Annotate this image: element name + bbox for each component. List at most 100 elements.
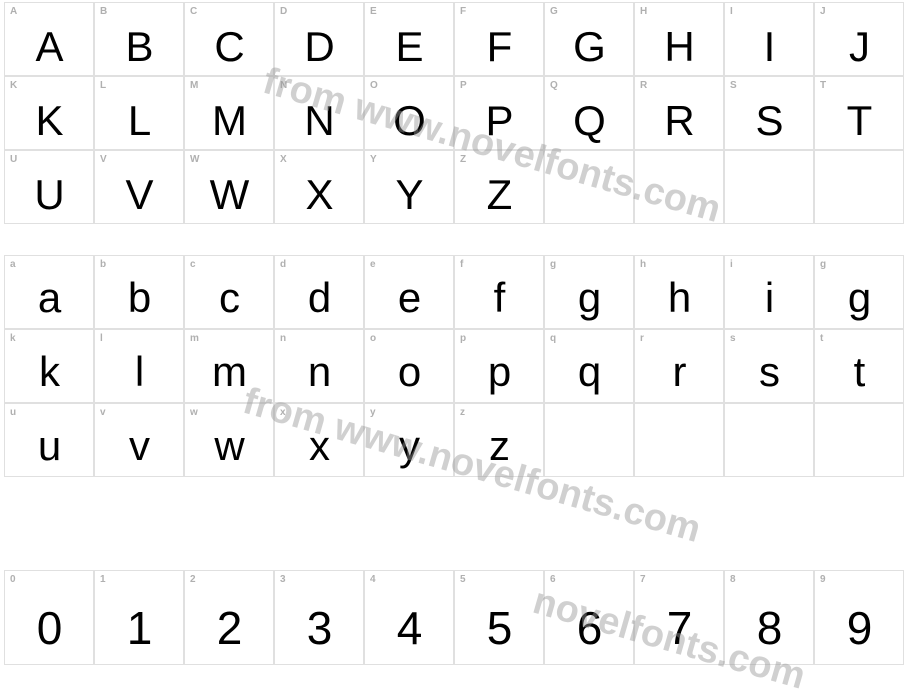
cell-label: 6 (550, 574, 556, 585)
cell-label: u (10, 407, 16, 418)
glyph-cell: PP (454, 76, 544, 150)
glyph-cell: aa (4, 255, 94, 329)
cell-glyph: l (135, 348, 143, 396)
cell-glyph: K (35, 97, 62, 145)
glyph-cell: pp (454, 329, 544, 403)
cell-label: q (550, 333, 556, 344)
glyph-cell: 99 (814, 570, 904, 665)
glyph-cell: BB (94, 2, 184, 76)
glyph-cell: 44 (364, 570, 454, 665)
cell-glyph: Q (573, 97, 605, 145)
cell-glyph: d (308, 274, 330, 322)
glyph-cell: OO (364, 76, 454, 150)
cell-glyph: T (847, 97, 872, 145)
cell-glyph: 6 (577, 601, 602, 655)
glyph-cell (544, 150, 634, 224)
cell-label: 8 (730, 574, 736, 585)
cell-label: l (100, 333, 103, 344)
cell-glyph: M (212, 97, 246, 145)
lowercase-grid: aabbccddeeffgghhiiggkkllmmnnooppqqrrsstt… (4, 255, 904, 477)
cell-label: 9 (820, 574, 826, 585)
uppercase-grid: AABBCCDDEEFFGGHHIIJJKKLLMMNNOOPPQQRRSSTT… (4, 2, 904, 224)
cell-label: N (280, 80, 287, 91)
cell-label: b (100, 259, 106, 270)
glyph-cell: II (724, 2, 814, 76)
cell-label: D (280, 6, 287, 17)
glyph-cell: gg (544, 255, 634, 329)
glyph-cell: ll (94, 329, 184, 403)
glyph-cell: ZZ (454, 150, 544, 224)
glyph-cell: uu (4, 403, 94, 477)
cell-glyph: D (304, 23, 333, 71)
glyph-cell: cc (184, 255, 274, 329)
cell-label: P (460, 80, 467, 91)
glyph-cell: FF (454, 2, 544, 76)
cell-glyph: R (664, 97, 693, 145)
glyph-cell (814, 150, 904, 224)
glyph-cell: yy (364, 403, 454, 477)
glyph-cell: ee (364, 255, 454, 329)
cell-glyph: n (308, 348, 330, 396)
glyph-cell: 77 (634, 570, 724, 665)
glyph-cell: SS (724, 76, 814, 150)
cell-label: p (460, 333, 466, 344)
cell-glyph: y (399, 422, 419, 470)
cell-label: V (100, 154, 107, 165)
glyph-cell: 55 (454, 570, 544, 665)
glyph-cell: NN (274, 76, 364, 150)
cell-label: C (190, 6, 197, 17)
glyph-cell: AA (4, 2, 94, 76)
cell-label: 7 (640, 574, 646, 585)
cell-glyph: 8 (757, 601, 782, 655)
glyph-cell (724, 403, 814, 477)
cell-label: n (280, 333, 286, 344)
cell-glyph: e (398, 274, 420, 322)
cell-glyph: C (214, 23, 243, 71)
cell-label: 1 (100, 574, 106, 585)
glyph-cell: 00 (4, 570, 94, 665)
glyph-cell: ff (454, 255, 544, 329)
glyph-cell: ss (724, 329, 814, 403)
glyph-cell: QQ (544, 76, 634, 150)
cell-glyph: i (765, 274, 773, 322)
cell-glyph: f (494, 274, 505, 322)
cell-label: s (730, 333, 736, 344)
glyph-cell: 33 (274, 570, 364, 665)
cell-glyph: 3 (307, 601, 332, 655)
cell-glyph: H (664, 23, 693, 71)
glyph-cell: 66 (544, 570, 634, 665)
cell-label: X (280, 154, 287, 165)
glyph-cell (634, 150, 724, 224)
glyph-cell: mm (184, 329, 274, 403)
glyph-cell: bb (94, 255, 184, 329)
cell-glyph: F (487, 23, 512, 71)
cell-label: i (730, 259, 733, 270)
glyph-cell (814, 403, 904, 477)
glyph-cell: xx (274, 403, 364, 477)
cell-glyph: z (489, 422, 509, 470)
cell-label: a (10, 259, 16, 270)
cell-label: M (190, 80, 198, 91)
cell-label: 2 (190, 574, 196, 585)
cell-glyph: B (125, 23, 152, 71)
cell-label: d (280, 259, 286, 270)
cell-glyph: u (38, 422, 60, 470)
glyph-cell: 11 (94, 570, 184, 665)
cell-label: k (10, 333, 16, 344)
cell-label: T (820, 80, 826, 91)
glyph-cell: rr (634, 329, 724, 403)
digit-grid: 00112233445566778899 (4, 570, 904, 665)
cell-glyph: W (210, 171, 249, 219)
cell-glyph: P (485, 97, 512, 145)
glyph-cell: kk (4, 329, 94, 403)
glyph-cell: ww (184, 403, 274, 477)
cell-label: K (10, 80, 17, 91)
font-specimen-chart: AABBCCDDEEFFGGHHIIJJKKLLMMNNOOPPQQRRSSTT… (0, 0, 911, 668)
cell-glyph: o (398, 348, 420, 396)
cell-glyph: v (129, 422, 149, 470)
cell-glyph: w (214, 422, 243, 470)
cell-label: F (460, 6, 466, 17)
glyph-cell: GG (544, 2, 634, 76)
cell-label: L (100, 80, 106, 91)
glyph-cell: dd (274, 255, 364, 329)
